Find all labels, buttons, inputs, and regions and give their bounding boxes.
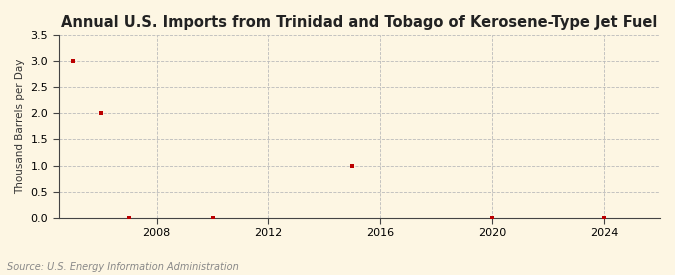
Point [599, 215, 610, 220]
Point [347, 163, 358, 168]
Point [68, 59, 78, 64]
Point [207, 215, 218, 220]
Title: Annual U.S. Imports from Trinidad and Tobago of Kerosene-Type Jet Fuel: Annual U.S. Imports from Trinidad and To… [61, 15, 657, 30]
Point [95, 111, 106, 116]
Y-axis label: Thousand Barrels per Day: Thousand Barrels per Day [15, 59, 25, 194]
Text: Source: U.S. Energy Information Administration: Source: U.S. Energy Information Administ… [7, 262, 238, 272]
Point [487, 215, 497, 220]
Point [124, 215, 134, 220]
